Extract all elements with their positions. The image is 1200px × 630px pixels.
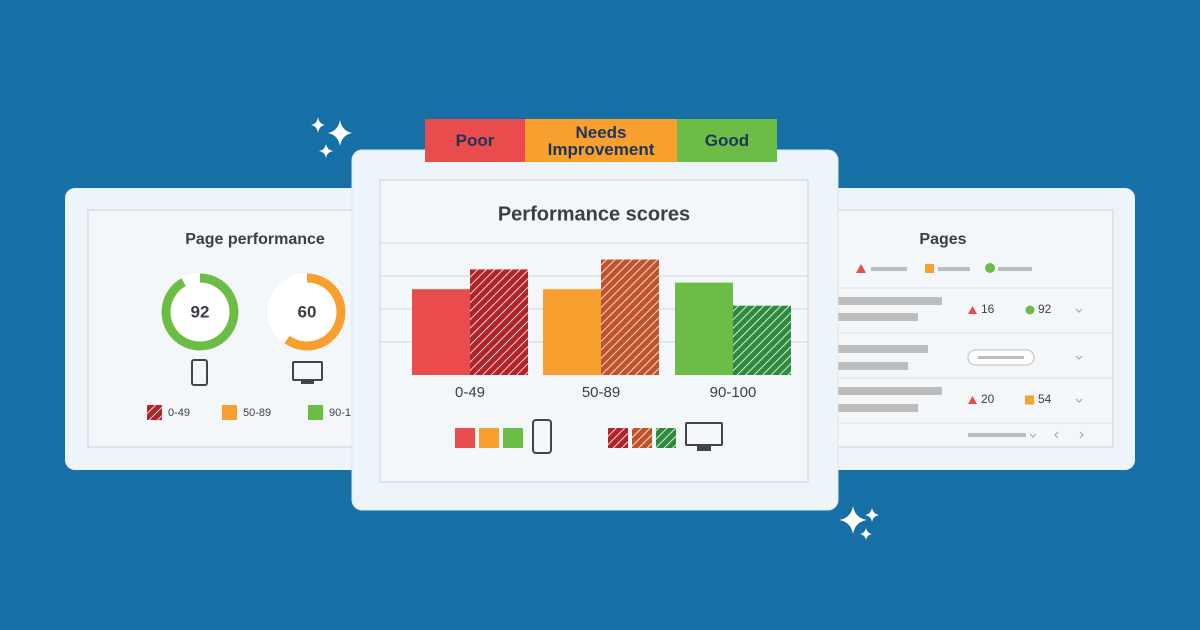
bar — [412, 289, 470, 375]
panel-title: Page performance — [185, 231, 325, 248]
legend-label: 0-49 — [168, 407, 190, 419]
phone-icon — [532, 419, 552, 454]
gauge-face — [268, 273, 346, 351]
panel-title: Pages — [919, 231, 966, 248]
gauge-arc — [161, 273, 239, 351]
score-count: 54 — [1038, 392, 1052, 406]
sparkle — [311, 117, 325, 133]
gauge-value: 92 — [191, 302, 210, 321]
placeholder — [998, 267, 1032, 271]
chart: 0-49 50-89 90-100 — [380, 242, 808, 448]
sparkle — [865, 508, 879, 522]
page-rows: 16 92 20 54 — [968, 302, 1052, 406]
legend-swatch — [503, 428, 523, 448]
placeholder — [838, 313, 918, 321]
bar — [733, 305, 791, 375]
legend-swatch — [479, 428, 499, 448]
bar — [675, 282, 733, 375]
tab: Good — [677, 119, 777, 162]
tab: Needs Improvement — [525, 119, 677, 162]
bar — [601, 259, 659, 375]
bar — [470, 269, 528, 375]
legend-swatch — [632, 428, 652, 448]
legend-swatch — [222, 405, 237, 420]
x-tick-label: 90-100 — [710, 384, 757, 401]
x-tick-label: 0-49 — [455, 384, 485, 401]
sparkle — [328, 120, 352, 146]
sparkle — [319, 144, 333, 158]
row-lines — [835, 287, 1113, 424]
sparkles — [311, 117, 879, 540]
placeholders — [838, 297, 1026, 437]
gauge-arc — [284, 273, 346, 351]
circle-icon — [985, 263, 995, 273]
score-count: 92 — [1038, 302, 1052, 316]
issue-count: 20 — [981, 392, 995, 406]
circle-icon — [1025, 305, 1035, 315]
chevrons — [1029, 308, 1084, 439]
legend-swatch — [147, 405, 162, 420]
issue-count: 16 — [981, 302, 995, 316]
legend-swatch — [308, 405, 323, 420]
legend-swatch — [608, 428, 628, 448]
phone-icon — [191, 359, 208, 386]
triangle-icon — [968, 306, 977, 314]
placeholder — [978, 356, 1024, 359]
chevron — [1075, 398, 1083, 403]
bar — [543, 289, 601, 375]
sparkle — [860, 528, 872, 540]
triangle-icon — [968, 396, 977, 404]
gauge-face — [161, 273, 239, 351]
x-tick-label: 50-89 — [582, 384, 620, 401]
triangle-icon — [856, 264, 866, 273]
gauge-value: 60 — [298, 302, 317, 321]
pages-legend — [856, 263, 1032, 273]
placeholder — [838, 404, 918, 412]
tab: Poor — [425, 119, 525, 162]
chevron — [1075, 355, 1083, 360]
placeholder — [838, 345, 928, 353]
chevron — [1079, 431, 1084, 439]
monitor-stand — [301, 380, 314, 384]
chevron — [1054, 431, 1059, 439]
sparkle — [839, 506, 867, 534]
placeholder — [838, 387, 942, 395]
placeholder — [871, 267, 907, 271]
legend-label: 50-89 — [243, 407, 271, 419]
legend-swatch — [656, 428, 676, 448]
monitor-stand — [697, 445, 711, 451]
placeholder — [968, 433, 1026, 437]
placeholder — [838, 297, 942, 305]
chart-title: Performance scores — [498, 203, 690, 225]
square-icon — [1025, 395, 1034, 405]
chevron — [1029, 433, 1037, 438]
legend-swatch — [455, 428, 475, 448]
square-icon — [925, 264, 934, 273]
chevron — [1075, 308, 1083, 313]
placeholder — [938, 267, 970, 271]
score-tabs: Poor Needs Improvement Good — [425, 119, 777, 162]
placeholder — [838, 362, 908, 370]
